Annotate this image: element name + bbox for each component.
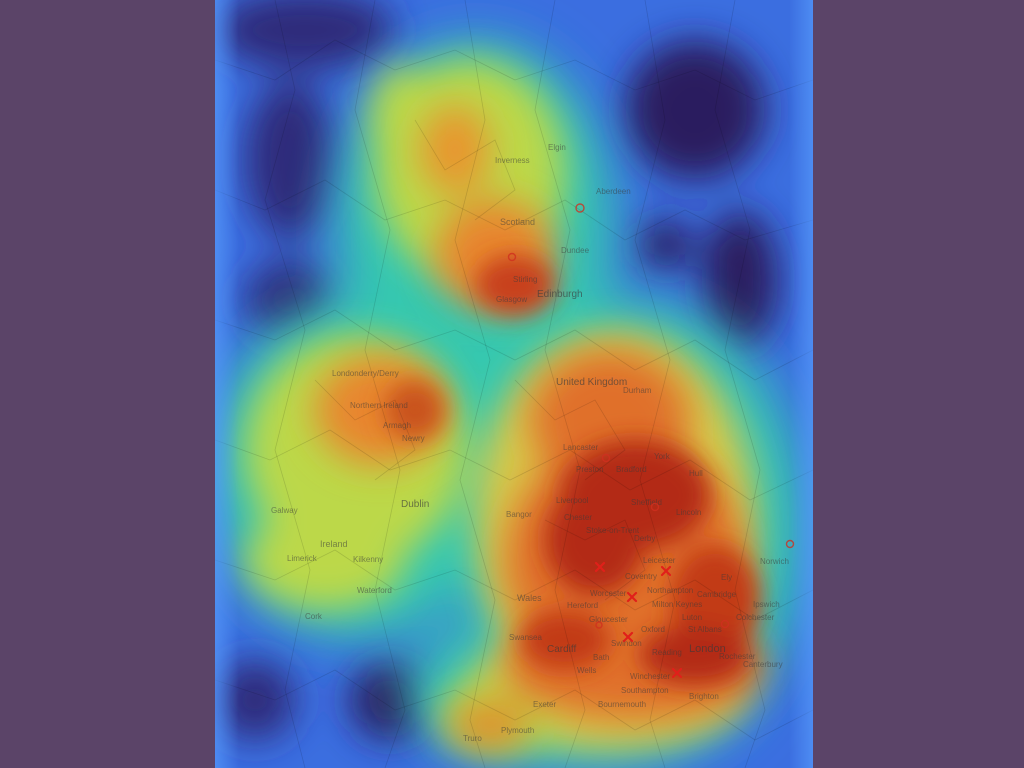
label-wells: Wells: [577, 666, 596, 675]
label-plymouth: Plymouth: [501, 726, 534, 735]
label-ireland: Ireland: [320, 539, 348, 549]
label-swansea: Swansea: [509, 633, 542, 642]
label-kilkenny: Kilkenny: [353, 555, 383, 564]
label-hereford: Hereford: [567, 601, 598, 610]
label-wales: Wales: [517, 593, 542, 603]
label-lincoln: Lincoln: [676, 508, 701, 517]
label-exeter: Exeter: [533, 700, 556, 709]
label-scotland: Scotland: [500, 217, 535, 227]
label-southampton: Southampton: [621, 686, 669, 695]
circle-marker-icon: [575, 203, 585, 213]
label-durham: Durham: [623, 386, 652, 395]
label-glasgow: Glasgow: [496, 295, 527, 304]
label-winchester: Winchester: [630, 672, 670, 681]
label-londonderry: Londonderry/Derry: [332, 369, 399, 378]
label-luton: Luton: [682, 613, 702, 622]
label-lancaster: Lancaster: [563, 443, 598, 452]
label-galway: Galway: [271, 506, 298, 515]
label-waterford: Waterford: [357, 586, 392, 595]
label-truro: Truro: [463, 734, 482, 743]
circle-marker-icon: [650, 502, 660, 512]
heatmap-svg: Inverness Elgin Aberdeen Scotland Dundee…: [215, 0, 813, 768]
point-markers: [507, 203, 795, 679]
label-stirling: Stirling: [513, 275, 537, 284]
label-sheffield: Sheffield: [631, 498, 662, 507]
left-panel: [0, 0, 215, 768]
label-limerick: Limerick: [287, 554, 318, 563]
label-leicester: Leicester: [643, 556, 676, 565]
label-derby: Derby: [634, 534, 655, 543]
label-rochester: Rochester: [719, 652, 756, 661]
label-dublin: Dublin: [401, 499, 429, 510]
circle-marker-icon: [507, 252, 517, 262]
circle-marker-icon: [601, 453, 611, 463]
label-chester: Chester: [564, 513, 592, 522]
x-marker-icon: [626, 591, 638, 603]
label-oxford: Oxford: [641, 625, 665, 634]
label-brighton: Brighton: [689, 692, 719, 701]
label-newry: Newry: [402, 434, 425, 443]
label-reading: Reading: [652, 648, 682, 657]
x-marker-icon: [671, 667, 683, 679]
label-norwich: Norwich: [760, 557, 789, 566]
label-ipswich: Ipswich: [753, 600, 780, 609]
label-dundee: Dundee: [561, 246, 590, 255]
heatmap-map[interactable]: Inverness Elgin Aberdeen Scotland Dundee…: [215, 0, 813, 768]
x-marker-icon: [622, 631, 634, 643]
x-marker-icon: [594, 561, 606, 573]
label-northern-ireland: Northern Ireland: [350, 401, 408, 410]
label-liverpool: Liverpool: [556, 496, 589, 505]
label-preston: Preston: [576, 465, 604, 474]
label-edinburgh: Edinburgh: [537, 289, 583, 300]
circle-marker-icon: [595, 621, 603, 629]
label-united-kingdom: United Kingdom: [556, 377, 627, 388]
label-cardiff: Cardiff: [547, 644, 576, 655]
label-aberdeen: Aberdeen: [596, 187, 631, 196]
label-bangor: Bangor: [506, 510, 532, 519]
label-elgin: Elgin: [548, 143, 566, 152]
label-hull: Hull: [689, 469, 703, 478]
label-st-albans: St Albans: [688, 625, 722, 634]
city-labels: Inverness Elgin Aberdeen Scotland Dundee…: [271, 143, 789, 743]
label-colchester: Colchester: [736, 613, 775, 622]
label-swindon: Swindon: [611, 639, 642, 648]
label-armagh: Armagh: [383, 421, 411, 430]
x-marker-icon: [660, 565, 672, 577]
label-ely: Ely: [721, 573, 732, 582]
label-inverness: Inverness: [495, 156, 530, 165]
edge-glow: [215, 0, 813, 768]
label-coventry: Coventry: [625, 572, 657, 581]
label-stoke: Stoke-on-Trent: [586, 526, 640, 535]
label-canterbury: Canterbury: [743, 660, 783, 669]
label-gloucester: Gloucester: [589, 615, 628, 624]
label-york: York: [654, 452, 671, 461]
right-panel: [813, 0, 1024, 768]
label-cambridge: Cambridge: [697, 590, 737, 599]
circle-marker-icon: [720, 619, 730, 629]
label-london: London: [689, 643, 726, 655]
label-milton-keynes: Milton Keynes: [652, 600, 702, 609]
label-bradford: Bradford: [616, 465, 647, 474]
label-bournemouth: Bournemouth: [598, 700, 646, 709]
label-worcester: Worcester: [590, 589, 627, 598]
label-cork: Cork: [305, 612, 323, 621]
label-northampton: Northampton: [647, 586, 693, 595]
label-bath: Bath: [593, 653, 609, 662]
circle-marker-icon: [785, 539, 795, 549]
